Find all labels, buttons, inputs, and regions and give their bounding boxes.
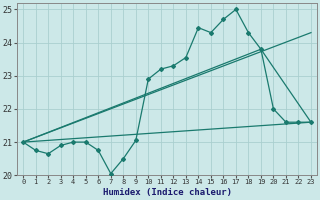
X-axis label: Humidex (Indice chaleur): Humidex (Indice chaleur): [103, 188, 232, 197]
